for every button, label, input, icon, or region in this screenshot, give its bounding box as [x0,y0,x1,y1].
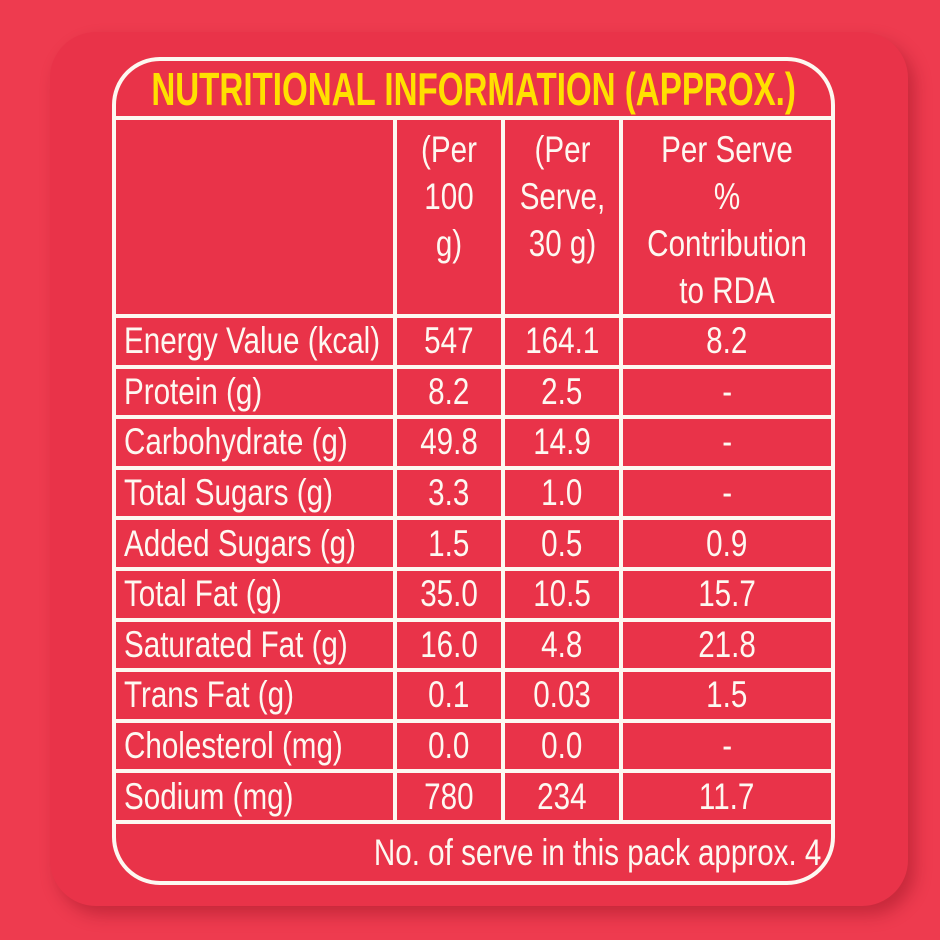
value-rda: - [722,370,732,412]
value-rda: 21.8 [698,623,756,665]
header-row: (Per 100 g) (Per Serve, 30 g) Per Serve … [116,120,831,318]
table-row: Energy Value (kcal) 547 164.1 8.2 [116,318,831,369]
table-body: Energy Value (kcal) 547 164.1 8.2 Protei… [116,318,831,824]
row-label: Trans Fat (g) [116,672,397,719]
value-per-serve: 2.5 [505,368,623,416]
row-label: Saturated Fat (g) [116,621,397,669]
value-per-100g: 0.1 [397,672,505,719]
table-row: Cholesterol (mg) 0.0 0.0 - [116,722,831,774]
value-rda: - [722,472,732,514]
header-per-serve-label: (Per Serve, 30 g) [519,129,605,264]
value-per-100g: 547 [397,318,505,365]
table-row: Added Sugars (g) 1.5 0.5 0.9 [116,520,831,571]
value-rda: - [722,421,732,463]
header-cell-per-serve: (Per Serve, 30 g) [505,120,623,314]
row-label: Total Sugars (g) [116,469,397,517]
value-per-serve: 234 [505,773,623,820]
table-row: Total Sugars (g) 3.3 1.0 - [116,469,831,521]
table-row: Total Fat (g) 35.0 10.5 15.7 [116,570,831,622]
row-label: Cholesterol (mg) [116,722,397,770]
row-label: Sodium (mg) [116,773,397,820]
header-cell-blank [116,120,397,314]
table-title-band: NUTRITIONAL INFORMATION (APPROX.) [116,61,831,120]
row-label: Energy Value (kcal) [116,318,397,365]
value-per-100g: 0.0 [397,722,505,770]
value-per-100g: 35.0 [397,570,505,618]
value-per-100g: 8.2 [397,368,505,416]
value-rda: - [722,725,732,767]
value-per-serve: 10.5 [505,570,623,618]
value-rda: 8.2 [706,320,748,362]
value-per-serve: 164.1 [505,318,623,365]
table-row: Sodium (mg) 780 234 11.7 [116,773,831,824]
value-per-100g: 16.0 [397,621,505,669]
value-per-serve: 0.03 [505,672,623,719]
table-row: Carbohydrate (g) 49.8 14.9 - [116,419,831,470]
nutrition-table: NUTRITIONAL INFORMATION (APPROX.) (Per 1… [112,57,835,885]
value-per-serve: 1.0 [505,469,623,517]
value-per-100g: 780 [397,773,505,820]
row-label: Protein (g) [116,368,397,416]
value-rda: 1.5 [706,674,748,716]
value-rda: 11.7 [699,775,755,817]
value-per-serve: 0.0 [505,722,623,770]
header-rda-label: Per Serve % Contribution to RDA [647,129,807,311]
header-cell-per-100g: (Per 100 g) [397,120,505,314]
table-title: NUTRITIONAL INFORMATION (APPROX.) [151,62,796,115]
row-label: Carbohydrate (g) [116,419,397,466]
value-per-100g: 3.3 [397,469,505,517]
value-per-serve: 14.9 [505,419,623,466]
row-label: Total Fat (g) [116,570,397,618]
value-per-100g: 49.8 [397,419,505,466]
value-per-serve: 4.8 [505,621,623,669]
header-per-100g-label: (Per 100 g) [421,129,477,264]
serves-note-band: No. of serve in this pack approx. 4 [116,824,831,881]
table-row: Protein (g) 8.2 2.5 - [116,368,831,420]
table-row: Trans Fat (g) 0.1 0.03 1.5 [116,672,831,723]
row-label: Added Sugars (g) [116,520,397,567]
value-rda: 15.7 [698,573,756,615]
serves-note: No. of serve in this pack approx. 4 [373,831,821,873]
value-per-serve: 0.5 [505,520,623,567]
value-rda: 0.9 [706,522,748,564]
value-per-100g: 1.5 [397,520,505,567]
header-cell-rda: Per Serve % Contribution to RDA [623,120,831,314]
table-row: Saturated Fat (g) 16.0 4.8 21.8 [116,621,831,673]
